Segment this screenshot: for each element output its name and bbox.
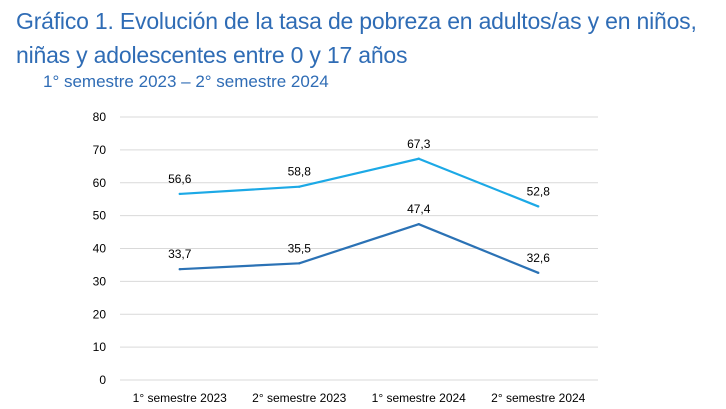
y-tick-label: 60: [93, 176, 107, 190]
data-label: 32,6: [527, 251, 551, 265]
data-point: [417, 222, 420, 226]
y-tick-label: 20: [93, 307, 107, 321]
y-tick-label: 80: [93, 110, 107, 124]
x-tick-label: 2° semestre 2024: [491, 391, 586, 405]
chart-subtitle: 1° semestre 2023 – 2° semestre 2024: [43, 72, 329, 91]
data-point: [298, 262, 301, 265]
data-label: 67,3: [407, 137, 431, 151]
y-tick-label: 10: [93, 340, 107, 354]
series-line: [179, 223, 539, 274]
data-point: [178, 268, 181, 271]
data-label: 33,7: [168, 247, 192, 261]
data-label: 52,8: [527, 184, 551, 198]
data-label: 35,5: [288, 241, 312, 255]
y-tick-label: 30: [93, 274, 107, 288]
series-line: [179, 157, 539, 208]
data-point: [298, 185, 301, 188]
data-point: [537, 271, 540, 275]
x-tick-label: 2° semestre 2023: [252, 391, 347, 405]
y-tick-label: 70: [93, 143, 107, 157]
data-label: 47,4: [407, 202, 431, 216]
data-label: 58,8: [288, 165, 312, 179]
chart-title: Gráfico 1. Evolución de la tasa de pobre…: [16, 8, 697, 68]
data-point: [537, 205, 540, 208]
y-tick-label: 0: [99, 373, 106, 387]
x-tick-label: 1° semestre 2024: [372, 391, 467, 405]
y-tick-label: 50: [93, 209, 107, 223]
y-tick-label: 40: [93, 242, 107, 256]
data-label: 56,6: [168, 172, 192, 186]
data-point: [417, 157, 420, 160]
x-tick-label: 1° semestre 2023: [133, 391, 228, 405]
data-point: [178, 192, 181, 196]
